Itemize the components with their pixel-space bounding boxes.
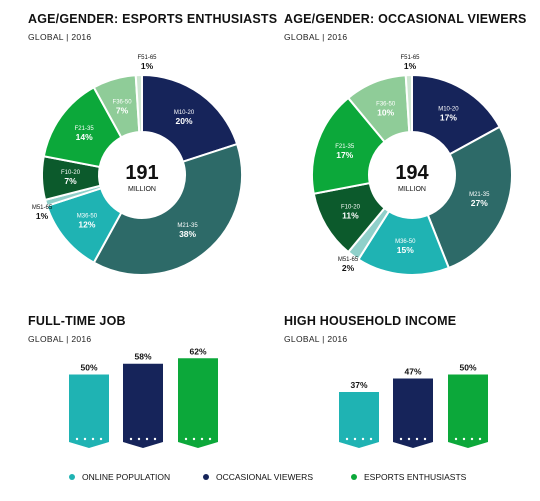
donut2-slice-value: 11% <box>342 210 359 220</box>
bars2-title: HIGH HOUSEHOLD INCOME <box>284 314 457 328</box>
donut1-slice-label: M21-35 <box>177 223 198 229</box>
donut2-subtitle: GLOBAL | 2016 <box>284 32 348 42</box>
donut1-subtitle: GLOBAL | 2016 <box>28 32 92 42</box>
bars2-bar-value: 50% <box>459 363 476 373</box>
bars1-bar-dot <box>91 437 95 441</box>
bars2-bar-online <box>339 392 379 448</box>
bars1-bar-dot <box>99 437 103 441</box>
bars2-bar-dot <box>361 437 365 441</box>
donut1-slice-m10-20 <box>141 73 239 163</box>
legend-dot-occasional <box>203 474 209 480</box>
bars2-bar-dot <box>470 437 474 441</box>
donut2-slice-label: F36-50 <box>376 102 396 108</box>
donut1-slice-label: M36-50 <box>77 214 98 220</box>
donut1-slice-value: 14% <box>76 132 93 142</box>
bars1-bar-online <box>69 374 109 448</box>
donut1-chart: M10-2020%M21-3538%M36-5012%M51-651%F10-2… <box>32 55 243 276</box>
bars1-title: FULL-TIME JOB <box>28 314 126 328</box>
donut1-slice-value: 1% <box>141 61 154 71</box>
donut2-slice-value: 1% <box>404 61 417 71</box>
donut1-slice-value: 1% <box>36 211 49 221</box>
donut1-slice-label: F51-65 <box>137 55 157 61</box>
donut1-slice-m21-35 <box>92 142 243 276</box>
bars2-bar-dot <box>353 437 357 441</box>
bars1-bar-occasional <box>123 363 163 448</box>
donut1-title: AGE/GENDER: ESPORTS ENTHUSIASTS <box>28 12 278 26</box>
donut1-slice-label: F10-20 <box>61 170 81 176</box>
bars2-bar-dot <box>454 437 458 441</box>
donut2-slice-m21-35 <box>426 125 513 270</box>
bars1-bar-dot <box>208 437 212 441</box>
donut1-center-value: 191 <box>125 162 158 184</box>
donut2-chart: M10-2017%M21-3527%M36-5015%M51-652%F10-2… <box>311 55 513 276</box>
donut1-slice-value: 38% <box>179 229 196 239</box>
donut2-slice-value: 2% <box>342 263 355 273</box>
donut2-slice-value: 10% <box>377 108 394 118</box>
legend-item-enthusiasts: ESPORTS ENTHUSIASTS <box>351 472 466 482</box>
bars1-bar-dot <box>129 437 133 441</box>
donut2-slice-label: M36-50 <box>395 239 416 245</box>
bars1-bar-dot <box>192 437 196 441</box>
bars1-bar-value: 58% <box>134 352 151 362</box>
donut2-slice-label: M10-20 <box>438 106 459 112</box>
donut2-title: AGE/GENDER: OCCASIONAL VIEWERS <box>284 12 527 26</box>
legend-label: ONLINE POPULATION <box>82 472 171 482</box>
bars2-bar-dot <box>345 437 349 441</box>
bars1-bar-value: 62% <box>189 346 206 356</box>
legend-item-occasional: OCCASIONAL VIEWERS <box>203 472 313 482</box>
donut2-slice-label: F51-65 <box>400 55 420 61</box>
legend-item-online: ONLINE POPULATION <box>69 472 170 482</box>
bars2-bar-value: 37% <box>350 380 367 390</box>
bars2-bar-dot <box>478 437 482 441</box>
donut2-slice-f51-65 <box>404 73 413 134</box>
donut2-slice-value: 15% <box>397 245 414 255</box>
bars1-bar-value: 50% <box>80 363 97 373</box>
legend-dot-online <box>69 474 75 480</box>
donut2-slice-label: M51-65 <box>338 257 359 263</box>
donut2-slice-value: 17% <box>336 150 353 160</box>
bars1-bar-dot <box>200 437 204 441</box>
donut2-center-unit: MILLION <box>398 186 426 193</box>
donut1-slice-value: 20% <box>176 116 193 126</box>
donut2-slice-value: 17% <box>440 112 457 122</box>
bars2-bar-dot <box>399 437 403 441</box>
bars1-bar-dot <box>75 437 79 441</box>
donut2-center-value: 194 <box>395 162 429 184</box>
bars1-bar-dot <box>83 437 87 441</box>
bars2-bar-value: 47% <box>404 367 421 377</box>
bars2-subtitle: GLOBAL | 2016 <box>284 334 348 344</box>
donut1-slice-label: M51-65 <box>32 205 53 211</box>
bars1-subtitle: GLOBAL | 2016 <box>28 334 92 344</box>
donut1-slice-value: 7% <box>64 176 77 186</box>
donut2-slice-value: 27% <box>471 198 488 208</box>
donut1-slice-label: F21-35 <box>75 126 95 132</box>
legend-label: ESPORTS ENTHUSIASTS <box>364 472 467 482</box>
donut2-slice-label: M21-35 <box>469 192 490 198</box>
bars2-bar-enthusiasts <box>448 374 488 448</box>
donut1-slice-label: M10-20 <box>174 110 195 116</box>
bars1-bar-dot <box>184 437 188 441</box>
bars2-bar-dot <box>462 437 466 441</box>
donut2-slice-label: F21-35 <box>335 144 355 150</box>
bars2-chart: 37% 47% 50% <box>339 363 488 448</box>
bars1-chart: 50% 58% 62% <box>69 346 218 448</box>
donut1-slice-label: F36-50 <box>113 99 133 105</box>
donut2-slice-label: F10-20 <box>341 204 361 210</box>
bars1-bar-dot <box>137 437 141 441</box>
bars2-bar-dot <box>423 437 427 441</box>
legend-dot-enthusiasts <box>351 474 357 480</box>
bars2-bar-dot <box>415 437 419 441</box>
donut1-center-unit: MILLION <box>128 186 156 193</box>
donut1-slice-value: 7% <box>116 105 129 115</box>
donut1-slice-value: 12% <box>78 220 95 230</box>
bars2-bar-occasional <box>393 378 433 448</box>
bars2-bar-dot <box>369 437 373 441</box>
donut1-slice-f51-65 <box>134 73 143 134</box>
bars1-bar-dot <box>153 437 157 441</box>
bars1-bar-dot <box>145 437 149 441</box>
bars2-bar-dot <box>407 437 411 441</box>
legend-label: OCCASIONAL VIEWERS <box>216 472 313 482</box>
bars1-bar-enthusiasts <box>178 358 218 448</box>
